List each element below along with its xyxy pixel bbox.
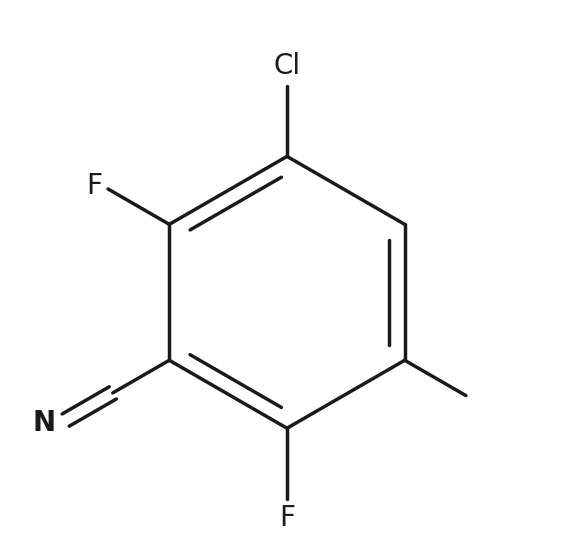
Text: F: F bbox=[87, 172, 103, 200]
Text: Cl: Cl bbox=[273, 52, 301, 80]
Text: N: N bbox=[33, 409, 56, 437]
Text: F: F bbox=[279, 505, 295, 532]
